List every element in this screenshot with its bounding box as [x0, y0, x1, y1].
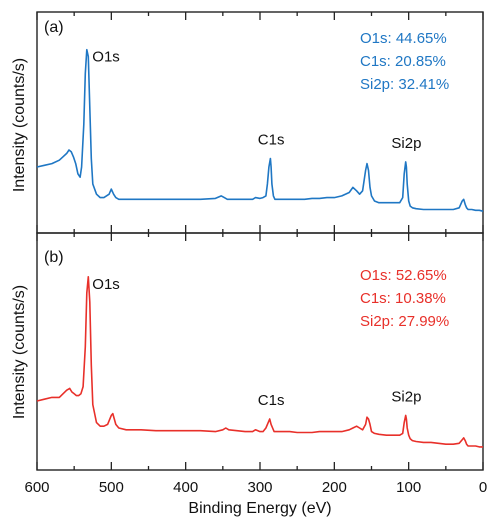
- panel-a-peak-label-c1s: C1s: [258, 132, 285, 149]
- panel-b-y-axis-label: Intensity (counts/s): [11, 285, 28, 419]
- panel-b-composition-c1s: C1s: 10.38%: [360, 290, 446, 307]
- panel-b-composition-o1s: O1s: 52.65%: [360, 267, 447, 284]
- panel-b-peak-label-o1s: O1s: [92, 276, 120, 293]
- x-axis-label: Binding Energy (eV): [188, 500, 331, 517]
- panel-b-peak-label-c1s: C1s: [258, 392, 285, 409]
- x-tick-label-600: 600: [24, 479, 49, 496]
- x-tick-labels: 600 500 400 300 200 100 0: [24, 479, 487, 496]
- x-tick-label-300: 300: [247, 479, 272, 496]
- x-tick-label-0: 0: [479, 479, 487, 496]
- panel-a-label: (a): [44, 19, 64, 36]
- panel-b: (b) O1s C1s Si2p O1s: 52.65% C1s: 10.38%…: [36, 232, 484, 471]
- panel-b-composition-si2p: Si2p: 27.99%: [360, 313, 449, 330]
- panel-b-label: (b): [44, 249, 64, 266]
- panel-a: (a) O1s C1s Si2p O1s: 44.65% C1s: 20.85%…: [36, 11, 484, 234]
- panel-a-composition-si2p: Si2p: 32.41%: [360, 76, 449, 93]
- x-tick-label-500: 500: [99, 479, 124, 496]
- panel-b-spectrum-line: [36, 276, 483, 448]
- panel-a-y-axis-label: Intensity (counts/s): [11, 58, 28, 192]
- panel-b-peak-label-si2p: Si2p: [391, 388, 421, 405]
- panel-a-composition-o1s: O1s: 44.65%: [360, 30, 447, 47]
- panel-a-peak-label-o1s: O1s: [92, 49, 120, 66]
- panel-b-ticks: [36, 233, 484, 470]
- panel-a-composition-c1s: C1s: 20.85%: [360, 53, 446, 70]
- panel-a-peak-label-si2p: Si2p: [391, 135, 421, 152]
- x-tick-label-400: 400: [173, 479, 198, 496]
- panel-a-spectrum-line: [36, 48, 484, 212]
- x-tick-label-200: 200: [322, 479, 347, 496]
- x-tick-label-100: 100: [396, 479, 421, 496]
